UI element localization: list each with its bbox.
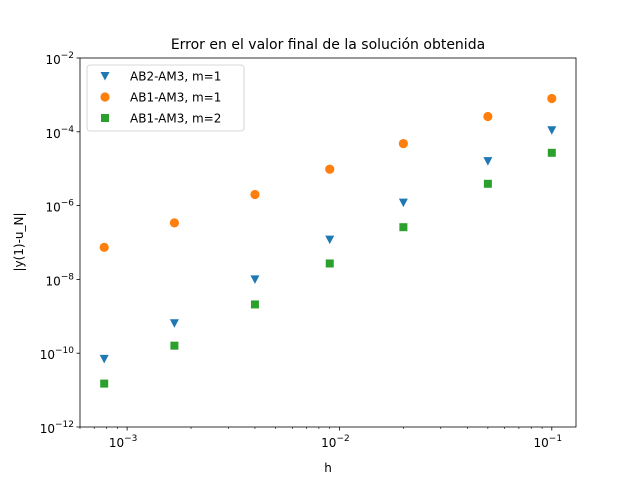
legend-label: AB1-AM3, m=1 (130, 91, 221, 105)
data-point (325, 235, 335, 245)
data-point (547, 148, 556, 157)
chart-title: Error en el valor final de la solución o… (171, 37, 485, 53)
legend-box (86, 64, 245, 132)
data-point (250, 300, 259, 309)
data-point (250, 189, 260, 200)
data-point (250, 275, 260, 284)
y-tick-label: 10−12 (40, 420, 74, 436)
data-point (547, 93, 557, 104)
data-point (399, 223, 408, 232)
y-axis: 10−12 10−10 10−8 10−6 10−4 10−2 (40, 51, 80, 436)
data-point (483, 111, 493, 122)
data-point (99, 242, 109, 252)
x-axis-label: h (324, 461, 332, 475)
legend-marker (100, 92, 110, 102)
legend-marker (101, 114, 109, 122)
data-point (170, 341, 179, 350)
series-1 (99, 126, 557, 364)
data-point (325, 164, 335, 174)
x-tick-label: 10−3 (109, 434, 138, 450)
data-markers (99, 93, 557, 388)
data-point (99, 354, 109, 364)
y-tick-label: 10−6 (45, 199, 74, 215)
data-point (169, 319, 179, 328)
y-tick-label: 10−2 (45, 51, 74, 67)
data-point (547, 126, 557, 135)
legend: AB2-AM3, m=1 AB1-AM3, m=1 AB1-AM3, m=2 (86, 64, 245, 132)
legend-label: AB2-AM3, m=1 (130, 70, 221, 84)
x-axis: 10−3 10−2 10−1 (79, 427, 563, 450)
series-3 (100, 148, 556, 388)
data-point (483, 157, 493, 166)
plot-area (79, 57, 577, 428)
y-axis-label: |y(1)-u_N| (12, 212, 26, 271)
data-point (398, 138, 408, 149)
y-tick-label: 10−10 (40, 346, 75, 362)
axes-frame (79, 57, 577, 428)
legend-label: AB1-AM3, m=2 (130, 112, 221, 126)
x-tick-label: 10−2 (321, 434, 350, 450)
data-point (325, 259, 334, 268)
y-tick-label: 10−8 (45, 272, 74, 288)
data-point (483, 179, 492, 188)
legend-marker (100, 72, 110, 81)
series-2 (99, 93, 557, 252)
data-point (398, 198, 408, 208)
y-tick-label: 10−4 (45, 125, 74, 141)
data-point (100, 379, 109, 388)
x-tick-label: 10−1 (534, 434, 563, 450)
data-point (169, 218, 180, 228)
